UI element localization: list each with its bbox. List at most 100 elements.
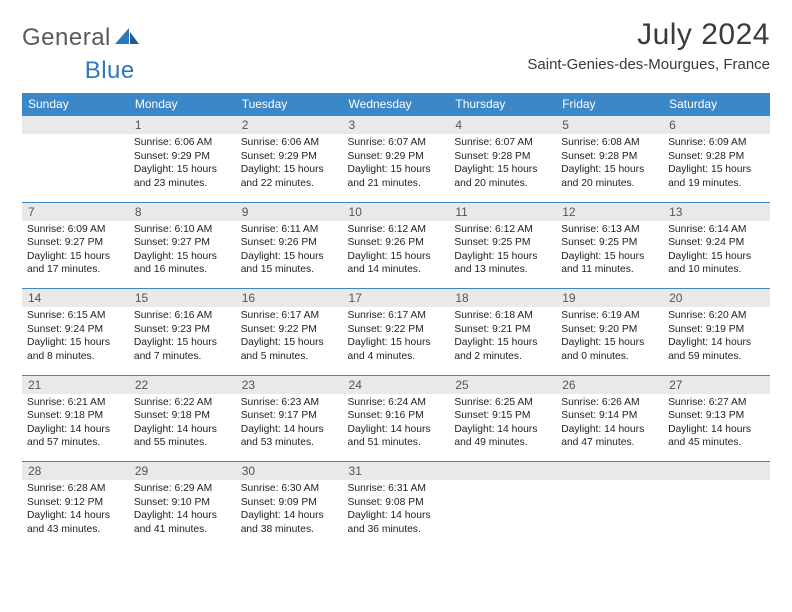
day-number-cell: 15 [129,289,236,308]
day-data-cell: Sunrise: 6:09 AMSunset: 9:28 PMDaylight:… [663,134,770,202]
day-number-cell: 21 [22,375,129,394]
day-number-cell: 31 [343,462,450,481]
day-number-row: 14151617181920 [22,289,770,308]
day-number-cell: 22 [129,375,236,394]
day-number-cell: 27 [663,375,770,394]
sunset-line: Sunset: 9:15 PM [454,409,551,423]
day-data-cell: Sunrise: 6:25 AMSunset: 9:15 PMDaylight:… [449,394,556,462]
sunset-line: Sunset: 9:18 PM [27,409,124,423]
sunrise-line: Sunrise: 6:29 AM [134,482,231,496]
daylight-line: Daylight: 14 hours and 51 minutes. [348,423,445,450]
day-number-cell: 26 [556,375,663,394]
day-number-cell: 2 [236,116,343,135]
sunset-line: Sunset: 9:22 PM [348,323,445,337]
sunrise-line: Sunrise: 6:13 AM [561,223,658,237]
day-number-row: 21222324252627 [22,375,770,394]
calendar-table: Sunday Monday Tuesday Wednesday Thursday… [22,93,770,548]
brand-logo: General [22,24,143,52]
sunrise-line: Sunrise: 6:09 AM [668,136,765,150]
daylight-line: Daylight: 15 hours and 0 minutes. [561,336,658,363]
day-number-cell: 17 [343,289,450,308]
day-data-cell: Sunrise: 6:30 AMSunset: 9:09 PMDaylight:… [236,480,343,548]
day-number-cell: 4 [449,116,556,135]
daylight-line: Daylight: 14 hours and 49 minutes. [454,423,551,450]
sunrise-line: Sunrise: 6:21 AM [27,396,124,410]
sunset-line: Sunset: 9:14 PM [561,409,658,423]
day-number-cell: 3 [343,116,450,135]
day-number-cell [449,462,556,481]
sunrise-line: Sunrise: 6:23 AM [241,396,338,410]
weekday-header: Wednesday [343,93,450,116]
sunrise-line: Sunrise: 6:19 AM [561,309,658,323]
sunrise-line: Sunrise: 6:10 AM [134,223,231,237]
daylight-line: Daylight: 15 hours and 11 minutes. [561,250,658,277]
daylight-line: Daylight: 15 hours and 10 minutes. [668,250,765,277]
day-number-cell [22,116,129,135]
sunset-line: Sunset: 9:19 PM [668,323,765,337]
daylight-line: Daylight: 15 hours and 2 minutes. [454,336,551,363]
daylight-line: Daylight: 14 hours and 57 minutes. [27,423,124,450]
day-data-cell: Sunrise: 6:18 AMSunset: 9:21 PMDaylight:… [449,307,556,375]
sunrise-line: Sunrise: 6:25 AM [454,396,551,410]
sunrise-line: Sunrise: 6:08 AM [561,136,658,150]
day-data-cell [449,480,556,548]
sunrise-line: Sunrise: 6:24 AM [348,396,445,410]
month-title: July 2024 [527,18,770,52]
day-number-cell [556,462,663,481]
sunset-line: Sunset: 9:23 PM [134,323,231,337]
sunrise-line: Sunrise: 6:06 AM [241,136,338,150]
day-data-cell: Sunrise: 6:26 AMSunset: 9:14 PMDaylight:… [556,394,663,462]
sunset-line: Sunset: 9:29 PM [348,150,445,164]
daylight-line: Daylight: 14 hours and 41 minutes. [134,509,231,536]
daylight-line: Daylight: 15 hours and 14 minutes. [348,250,445,277]
daylight-line: Daylight: 15 hours and 23 minutes. [134,163,231,190]
day-data-cell: Sunrise: 6:14 AMSunset: 9:24 PMDaylight:… [663,221,770,289]
sunset-line: Sunset: 9:16 PM [348,409,445,423]
day-data-cell: Sunrise: 6:13 AMSunset: 9:25 PMDaylight:… [556,221,663,289]
day-data-cell: Sunrise: 6:17 AMSunset: 9:22 PMDaylight:… [236,307,343,375]
sunset-line: Sunset: 9:25 PM [561,236,658,250]
daylight-line: Daylight: 15 hours and 17 minutes. [27,250,124,277]
sunset-line: Sunset: 9:28 PM [561,150,658,164]
sunset-line: Sunset: 9:20 PM [561,323,658,337]
day-data-cell [663,480,770,548]
day-number-row: 78910111213 [22,202,770,221]
day-number-cell: 23 [236,375,343,394]
sunset-line: Sunset: 9:29 PM [241,150,338,164]
day-number-cell: 13 [663,202,770,221]
sunrise-line: Sunrise: 6:07 AM [348,136,445,150]
day-data-cell: Sunrise: 6:19 AMSunset: 9:20 PMDaylight:… [556,307,663,375]
sunset-line: Sunset: 9:25 PM [454,236,551,250]
sunset-line: Sunset: 9:18 PM [134,409,231,423]
day-number-row: 28293031 [22,462,770,481]
sunset-line: Sunset: 9:29 PM [134,150,231,164]
sunrise-line: Sunrise: 6:30 AM [241,482,338,496]
sunrise-line: Sunrise: 6:12 AM [348,223,445,237]
day-data-cell: Sunrise: 6:07 AMSunset: 9:28 PMDaylight:… [449,134,556,202]
weekday-header: Friday [556,93,663,116]
day-number-cell: 18 [449,289,556,308]
day-number-cell: 6 [663,116,770,135]
sunset-line: Sunset: 9:22 PM [241,323,338,337]
sunset-line: Sunset: 9:13 PM [668,409,765,423]
day-number-cell: 7 [22,202,129,221]
day-data-cell: Sunrise: 6:10 AMSunset: 9:27 PMDaylight:… [129,221,236,289]
day-number-cell: 16 [236,289,343,308]
sunrise-line: Sunrise: 6:18 AM [454,309,551,323]
daylight-line: Daylight: 15 hours and 7 minutes. [134,336,231,363]
sunrise-line: Sunrise: 6:22 AM [134,396,231,410]
day-data-cell: Sunrise: 6:12 AMSunset: 9:25 PMDaylight:… [449,221,556,289]
daylight-line: Daylight: 14 hours and 43 minutes. [27,509,124,536]
day-number-cell: 11 [449,202,556,221]
daylight-line: Daylight: 14 hours and 38 minutes. [241,509,338,536]
day-number-cell: 24 [343,375,450,394]
sunrise-line: Sunrise: 6:06 AM [134,136,231,150]
day-data-cell: Sunrise: 6:06 AMSunset: 9:29 PMDaylight:… [129,134,236,202]
sunrise-line: Sunrise: 6:12 AM [454,223,551,237]
sunrise-line: Sunrise: 6:20 AM [668,309,765,323]
day-data-row: Sunrise: 6:06 AMSunset: 9:29 PMDaylight:… [22,134,770,202]
day-data-cell [22,134,129,202]
sunrise-line: Sunrise: 6:31 AM [348,482,445,496]
day-data-cell: Sunrise: 6:06 AMSunset: 9:29 PMDaylight:… [236,134,343,202]
daylight-line: Daylight: 15 hours and 22 minutes. [241,163,338,190]
